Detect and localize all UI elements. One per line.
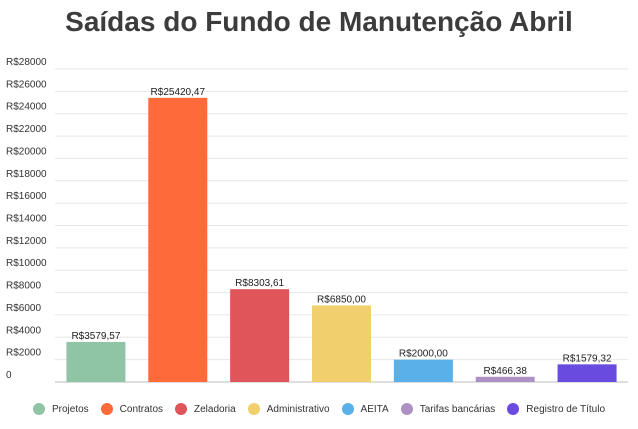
legend-item: Projetos — [32, 403, 89, 415]
legend-swatch — [247, 403, 260, 415]
bars — [66, 97, 617, 383]
y-tick-label: R$24000 — [6, 102, 47, 113]
chart-title: Saídas do Fundo de Manutenção Abril — [65, 6, 573, 37]
y-axis-ticks: 0 R$2000 R$4000 R$6000 R$8000 R$10000 R$12000 R… — [6, 57, 47, 381]
bar-zeladoria — [230, 289, 290, 382]
data-label: R$2000,00 — [399, 349, 448, 360]
data-labels: R$3579,57 R$25420,47 R$8303,61 R$6850,00 R$2… — [71, 87, 612, 377]
data-label: R$6850,00 — [317, 294, 366, 305]
bar-chart: 0 R$2000 R$4000 R$6000 R$8000 R$10000 R$12000 R… — [6, 57, 628, 383]
bar-tarifas-banc-rias — [475, 376, 535, 382]
y-tick-label: R$16000 — [6, 191, 47, 202]
legend-label: Zeladoria — [194, 403, 236, 415]
y-tick-label: R$20000 — [6, 146, 47, 157]
y-tick-label: R$8000 — [6, 281, 41, 292]
y-tick-label: R$2000 — [6, 348, 41, 359]
legend-item: Contratos — [100, 403, 164, 415]
legend-label: Registro de Título — [526, 403, 606, 415]
bar-projetos — [66, 341, 126, 382]
y-tick-label: R$12000 — [6, 236, 47, 247]
y-tick-label: R$26000 — [6, 79, 47, 90]
y-tick-label: R$22000 — [6, 124, 47, 135]
y-tick-label: R$4000 — [6, 325, 41, 336]
legend-label: Administrativo — [266, 403, 330, 415]
legend-label: AEITA — [360, 403, 389, 415]
data-label: R$8303,61 — [235, 278, 284, 289]
bar-aeita — [393, 359, 453, 382]
bar-contratos — [148, 97, 208, 383]
bar-registro-de-t-tulo — [557, 364, 617, 382]
legend-item: Administrativo — [247, 403, 330, 415]
y-tick-label: R$10000 — [6, 258, 47, 269]
chart-legend: Projetos Contratos Zeladoria Administrativo… — [0, 398, 638, 420]
legend-item: Registro de Título — [507, 403, 605, 415]
data-label: R$466,38 — [484, 366, 528, 377]
bar-administrativo — [312, 305, 371, 382]
y-tick-label: R$14000 — [6, 214, 47, 225]
legend-item: AEITA — [341, 403, 389, 415]
y-tick-label: R$18000 — [6, 169, 47, 180]
y-tick-label: R$28000 — [6, 57, 47, 68]
legend-swatch — [100, 403, 113, 415]
legend-swatch — [175, 403, 188, 415]
legend-label: Projetos — [51, 403, 89, 415]
y-tick-label: 0 — [6, 370, 12, 381]
legend-label: Tarifas bancárias — [419, 403, 496, 415]
legend-swatch — [32, 403, 45, 415]
legend-swatch — [341, 403, 354, 415]
legend-label: Contratos — [119, 403, 164, 415]
y-tick-label: R$6000 — [6, 303, 41, 314]
legend-item: Tarifas bancárias — [400, 403, 496, 415]
data-label: R$1579,32 — [563, 353, 612, 364]
data-label: R$25420,47 — [151, 87, 206, 98]
data-label: R$3579,57 — [71, 331, 120, 342]
legend-swatch — [507, 403, 520, 415]
legend-swatch — [400, 403, 413, 415]
legend-item: Zeladoria — [175, 403, 236, 415]
